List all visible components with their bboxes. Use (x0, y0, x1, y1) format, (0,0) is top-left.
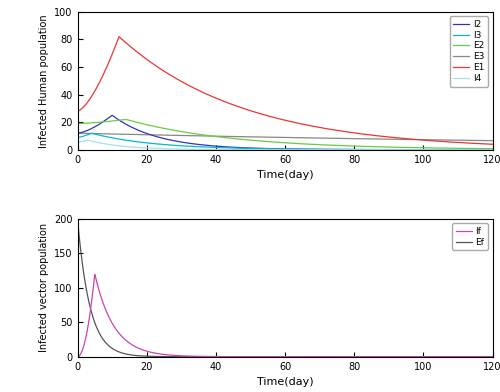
I3 (402, 147, 407, 152)
If (490, 354, 496, 359)
Y-axis label: Infected Human population: Infected Human population (38, 14, 48, 147)
I4 (96, 140, 102, 145)
Line: I2: I2 (78, 115, 492, 150)
E3 (402, 137, 407, 142)
E1 (116, 34, 122, 39)
Line: If: If (78, 274, 492, 357)
I2 (74, 131, 80, 136)
E3 (478, 138, 484, 143)
Legend: I2, I3, E2, E3, E1, I4: I2, I3, E2, E3, E1, I4 (450, 16, 488, 87)
Ef (74, 216, 80, 221)
I2 (478, 147, 484, 152)
E3 (478, 138, 484, 143)
If (478, 354, 484, 359)
I3 (276, 147, 282, 151)
Line: E2: E2 (78, 120, 492, 149)
E3 (96, 131, 102, 136)
I4 (74, 140, 80, 145)
E2 (478, 146, 484, 151)
I4 (478, 147, 484, 152)
I2 (402, 147, 407, 152)
I2 (266, 146, 272, 151)
I3 (88, 131, 94, 136)
I3 (96, 133, 102, 138)
Ef (96, 330, 102, 334)
Line: E3: E3 (78, 133, 492, 141)
E1 (402, 136, 407, 141)
Line: Ef: Ef (78, 219, 492, 357)
I4 (490, 147, 496, 152)
E3 (266, 135, 272, 140)
Line: I4: I4 (78, 140, 492, 150)
E1 (96, 82, 102, 86)
I4 (276, 147, 282, 152)
I2 (478, 147, 484, 152)
Y-axis label: Infected vector population: Infected vector population (38, 223, 48, 352)
I3 (266, 146, 272, 151)
E1 (74, 109, 80, 113)
X-axis label: Time(day): Time(day) (256, 377, 314, 387)
I3 (478, 147, 484, 152)
I2 (109, 113, 115, 118)
If (92, 272, 98, 277)
If (74, 354, 80, 359)
I2 (96, 122, 102, 127)
Line: E1: E1 (78, 36, 492, 144)
E1 (478, 142, 484, 146)
I4 (266, 147, 272, 152)
E3 (276, 135, 282, 140)
E2 (478, 146, 484, 151)
Ef (478, 354, 484, 359)
I2 (276, 147, 282, 151)
E2 (74, 121, 80, 126)
If (276, 354, 282, 359)
E1 (266, 114, 272, 118)
E2 (402, 145, 407, 150)
E3 (490, 138, 496, 143)
E1 (478, 142, 484, 146)
If (96, 287, 102, 292)
E2 (96, 120, 102, 125)
I4 (85, 138, 91, 142)
Ef (478, 354, 484, 359)
E3 (74, 131, 80, 136)
X-axis label: Time(day): Time(day) (256, 170, 314, 180)
E1 (276, 116, 282, 121)
I3 (74, 135, 80, 140)
I3 (490, 147, 496, 152)
E2 (266, 139, 272, 144)
Legend: If, Ef: If, Ef (452, 223, 488, 250)
E2 (123, 117, 129, 122)
I3 (478, 147, 484, 152)
I4 (478, 147, 484, 152)
Ef (276, 354, 282, 359)
E2 (276, 140, 282, 145)
Line: I3: I3 (78, 133, 492, 150)
Ef (266, 354, 272, 359)
I4 (402, 147, 407, 152)
Ef (490, 354, 496, 359)
I2 (490, 147, 496, 152)
E2 (490, 146, 496, 151)
Ef (402, 354, 407, 359)
If (266, 354, 272, 359)
If (478, 354, 484, 359)
If (402, 354, 407, 359)
E1 (490, 142, 496, 147)
